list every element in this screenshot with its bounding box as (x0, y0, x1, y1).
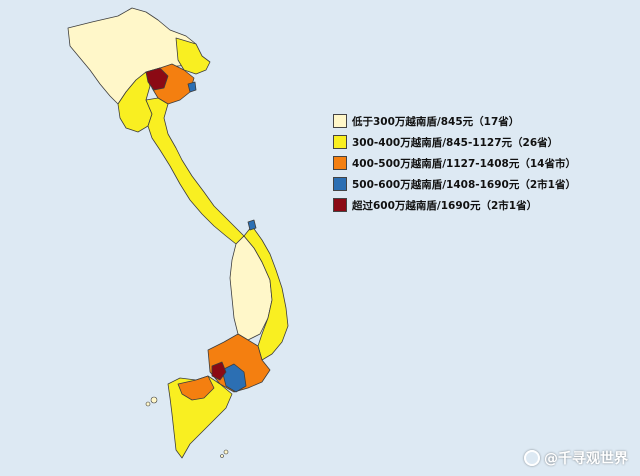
region-south-central-coast (243, 225, 289, 361)
legend-swatch (333, 135, 347, 149)
island (150, 396, 158, 404)
watermark: @千寻观世界 (524, 448, 628, 468)
island (145, 401, 151, 407)
region-north-central-coast (145, 97, 245, 245)
legend-label: 超过600万越南盾/1690元（2市1省） (352, 199, 538, 212)
region-hanoi (145, 67, 169, 91)
region-da-nang (247, 219, 257, 231)
legend-label: 400-500万越南盾/1127-1408元（14省市） (352, 157, 576, 170)
legend-item: 300-400万越南盾/845-1127元（26省） (333, 134, 576, 150)
watermark-text: @千寻观世界 (544, 451, 628, 467)
legend-swatch (333, 177, 347, 191)
legend-item: 400-500万越南盾/1127-1408元（14省市） (333, 155, 576, 171)
region-ho-chi-minh-city (221, 363, 247, 393)
island (220, 454, 224, 458)
legend-item: 低于300万越南盾/845元（17省） (333, 113, 576, 129)
region-mekong-delta-west (177, 375, 215, 401)
legend-label: 500-600万越南盾/1408-1690元（2市1省） (352, 178, 576, 191)
island (223, 449, 229, 455)
legend-swatch (333, 156, 347, 170)
region-binh-duong (211, 361, 227, 381)
legend-swatch (333, 114, 347, 128)
region-north-highlands (67, 7, 203, 105)
legend-item: 超过600万越南盾/1690元（2市1省） (333, 197, 576, 213)
legend: 低于300万越南盾/845元（17省） 300-400万越南盾/845-1127元… (333, 113, 576, 213)
region-hai-phong (187, 81, 197, 93)
legend-item: 500-600万越南盾/1408-1690元（2市1省） (333, 176, 576, 192)
legend-swatch (333, 198, 347, 212)
legend-label: 300-400万越南盾/845-1127元（26省） (352, 136, 559, 149)
watermark-icon (524, 450, 540, 466)
legend-label: 低于300万越南盾/845元（17省） (352, 115, 520, 128)
